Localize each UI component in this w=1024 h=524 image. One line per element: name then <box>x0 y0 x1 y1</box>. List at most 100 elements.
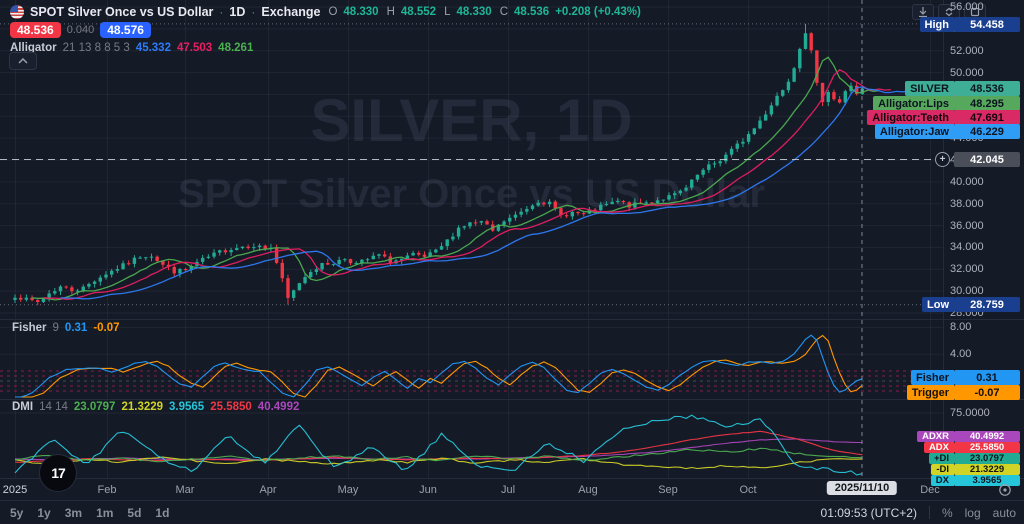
change-value: +0.208 (+0.43%) <box>555 6 641 18</box>
price-tick: 50.000 <box>950 66 984 79</box>
alligator-lips-badge-label: Alligator:Lips <box>873 96 954 111</box>
adxr-badge-label: ADXR <box>917 431 954 442</box>
plus-di-badge-label: +DI <box>928 453 954 464</box>
dx-badge-value: 3.9565 <box>954 475 1020 486</box>
low-badge-value: 28.759 <box>954 297 1020 312</box>
toolbar-right-group: 01:09:53 (UTC+2) % log auto <box>821 506 1016 520</box>
adxr-badge-value: 40.4992 <box>954 431 1020 442</box>
time-axis-label: 2025 <box>2 484 28 496</box>
price-tick: 52.000 <box>950 44 984 57</box>
range-button-1m[interactable]: 1m <box>96 505 114 520</box>
plus-di-badge-value: 23.0797 <box>954 453 1020 464</box>
alert-price-badge[interactable]: +42.045 <box>935 152 1020 167</box>
toolbar-divider <box>928 506 930 519</box>
trigger-value: -0.07 <box>93 322 120 334</box>
time-axis-label: Jul <box>500 484 516 496</box>
fisher-legend-row: Fisher 9 0.31 -0.07 <box>12 322 120 334</box>
price-tick: 4.00 <box>950 348 972 361</box>
chevron-up-icon <box>18 58 28 64</box>
close-label: C <box>499 6 508 18</box>
price-tick: 40.000 <box>950 175 984 188</box>
alligator-jaw-value: 45.332 <box>135 42 171 54</box>
fullscreen-icon <box>970 7 980 17</box>
collapse-legend-button[interactable] <box>9 52 37 70</box>
minus-di-value: 21.3229 <box>121 401 164 413</box>
fisher-indicator-label[interactable]: Fisher <box>12 322 47 334</box>
dx-badge: DX 3.9565 <box>930 475 1020 486</box>
dmi-indicator-label[interactable]: DMI <box>12 401 34 413</box>
close-value: 48.536 <box>514 6 550 18</box>
collapse-chevrons-icon <box>945 7 953 17</box>
bid-price-button[interactable]: 48.536 <box>10 22 61 38</box>
time-axis-label: Mar <box>175 484 195 496</box>
alligator-teeth-value: 47.503 <box>176 42 213 54</box>
log-scale-button[interactable]: log <box>964 505 981 520</box>
percent-scale-button[interactable]: % <box>941 505 953 520</box>
open-value: 48.330 <box>343 6 379 18</box>
alligator-legend-row: Alligator 21 13 8 8 5 3 45.332 47.503 48… <box>10 42 253 54</box>
circle-dot-icon <box>999 484 1011 496</box>
time-axis-label: Jun <box>419 484 437 496</box>
price-tick: 56.000 <box>950 0 984 13</box>
fisher-param: 9 <box>52 322 59 334</box>
adx-badge-label: ADX <box>923 442 954 453</box>
low-value: 48.330 <box>456 6 492 18</box>
alligator-jaw-badge-label: Alligator:Jaw <box>874 124 954 139</box>
alligator-teeth-badge: Alligator:Teeth 47.691 <box>867 110 1020 125</box>
fisher-badge: Fisher 0.31 <box>910 370 1020 385</box>
adxr-value: 40.4992 <box>257 401 300 413</box>
adx-badge: ADX 25.5850 <box>923 442 1020 453</box>
plus-di-badge: +DI 23.0797 <box>928 453 1020 464</box>
price-tick: 32.000 <box>950 263 984 276</box>
time-axis-label: Apr <box>259 484 277 496</box>
plus-circle-icon[interactable]: + <box>935 152 950 167</box>
us-flag-icon <box>10 5 24 19</box>
price-tick: 36.000 <box>950 219 984 232</box>
time-axis-label: Oct <box>739 484 757 496</box>
low-badge-label: Low <box>922 297 954 312</box>
high-badge-label: High <box>919 17 954 32</box>
range-button-1d[interactable]: 1d <box>155 505 170 520</box>
dmi-legend-row: DMI 14 14 23.0797 21.3229 3.9565 25.5850… <box>12 401 299 413</box>
time-axis-label: May <box>337 484 359 496</box>
minus-di-badge-label: -DI <box>931 464 954 475</box>
fisher-badge-value: 0.31 <box>954 370 1020 385</box>
alligator-teeth-badge-label: Alligator:Teeth <box>867 110 954 125</box>
trigger-badge: Trigger -0.07 <box>906 385 1020 400</box>
time-axis-label: Dec <box>920 484 940 496</box>
dx-value: 3.9565 <box>169 401 205 413</box>
time-axis-label: Sep <box>658 484 678 496</box>
time-axis-label: Feb <box>97 484 117 496</box>
spread-value: 0.040 <box>66 24 95 36</box>
silver-last-price-badge-value: 48.536 <box>954 81 1020 96</box>
fisher-value: 0.31 <box>64 322 88 334</box>
ask-price-button[interactable]: 48.576 <box>100 22 151 38</box>
crosshair-date-badge: 2025/11/10 <box>826 481 898 495</box>
range-button-3m[interactable]: 3m <box>64 505 83 520</box>
alligator-jaw-badge: Alligator:Jaw 46.229 <box>874 124 1020 139</box>
scale-settings-button[interactable] <box>998 483 1012 502</box>
dmi-params: 14 14 <box>39 401 68 413</box>
plus-di-value: 23.0797 <box>73 401 116 413</box>
bid-ask-row: 48.536 0.040 48.576 <box>10 22 151 38</box>
symbol-header-row: SPOT Silver Once vs US Dollar · 1D · Exc… <box>10 5 641 19</box>
clock[interactable]: 01:09:53 (UTC+2) <box>820 505 917 520</box>
range-button-5y[interactable]: 5y <box>10 505 24 520</box>
range-button-group: 5y 1y 3m 1m 5d 1d <box>10 506 169 520</box>
range-button-5d[interactable]: 5d <box>127 505 142 520</box>
range-button-1y[interactable]: 1y <box>37 505 51 520</box>
price-tick: 38.000 <box>950 197 984 210</box>
tradingview-logo[interactable]: 17 <box>39 454 77 492</box>
alligator-teeth-badge-value: 47.691 <box>954 110 1020 125</box>
dx-badge-label: DX <box>930 475 954 486</box>
separator-dot: · <box>219 5 224 19</box>
interval-label[interactable]: 1D <box>229 5 246 19</box>
silver-last-price-badge: SILVER 48.536 <box>905 81 1020 96</box>
symbol-title[interactable]: SPOT Silver Once vs US Dollar <box>30 5 214 19</box>
alligator-lips-badge: Alligator:Lips 48.295 <box>873 96 1020 111</box>
auto-scale-button[interactable]: auto <box>992 505 1016 520</box>
alligator-indicator-label[interactable]: Alligator <box>10 42 57 54</box>
price-tick: 75.0000 <box>950 406 990 419</box>
